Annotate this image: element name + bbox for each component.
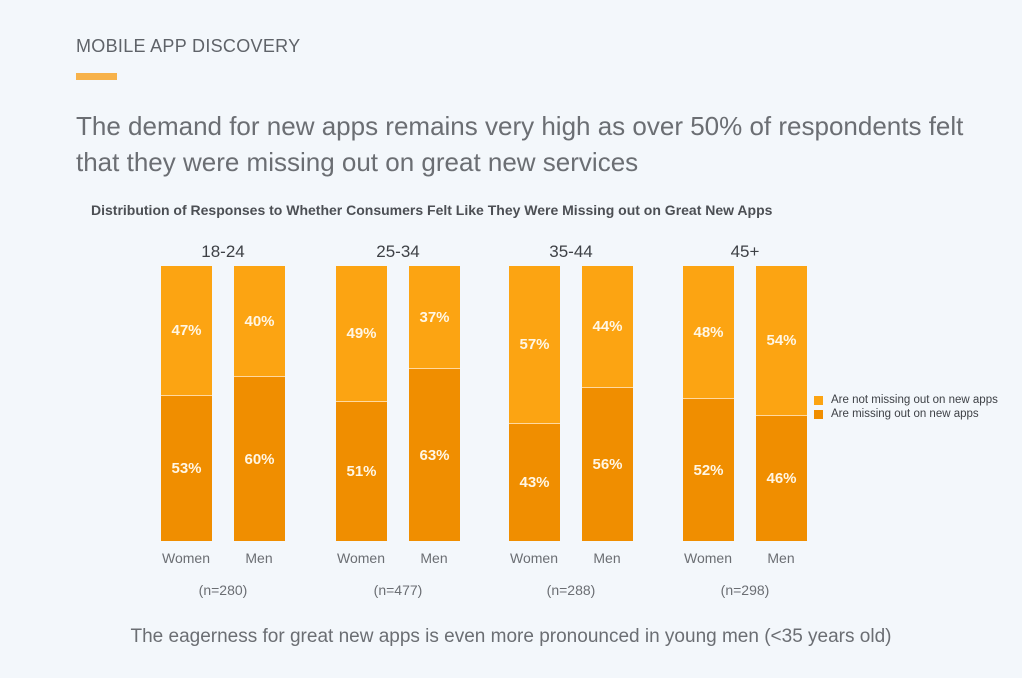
bar-segment-not-missing: 37% xyxy=(409,266,460,368)
bar-segment-missing: 60% xyxy=(234,376,285,541)
sample-size-label: (n=280) xyxy=(198,582,248,598)
accent-bar xyxy=(76,73,117,80)
bar-segment-missing: 51% xyxy=(336,401,387,541)
bar-segment-missing: 53% xyxy=(161,395,212,541)
category-label: Women xyxy=(684,550,732,566)
bar-segment-not-missing: 57% xyxy=(509,266,560,423)
category-label: Women xyxy=(162,550,210,566)
bar-segment-not-missing: 48% xyxy=(683,266,734,398)
data-label: 54% xyxy=(766,332,797,349)
legend-label-missing: Are missing out on new apps xyxy=(831,408,979,420)
sample-size-label: (n=477) xyxy=(373,582,423,598)
data-label: 43% xyxy=(519,474,550,491)
data-label: 52% xyxy=(693,461,724,479)
bar: 47% 53% xyxy=(161,266,212,541)
bar-segment-not-missing: 47% xyxy=(161,266,212,395)
headline: The demand for new apps remains very hig… xyxy=(76,111,964,177)
data-label: 40% xyxy=(244,312,275,330)
category-label: Men xyxy=(420,550,448,566)
bar-segment-missing: 52% xyxy=(683,398,734,541)
bar: 49% 51% xyxy=(336,266,387,541)
bar-segment-not-missing: 49% xyxy=(336,266,387,401)
legend-swatch-not-missing xyxy=(814,395,823,405)
bar-segment-missing: 43% xyxy=(509,423,560,541)
group-label: 25-34 xyxy=(376,242,420,261)
bar-segment-missing: 56% xyxy=(582,387,633,541)
data-label: 46% xyxy=(766,470,797,487)
bar-segment-missing: 46% xyxy=(756,415,807,541)
bar: 44% 56% xyxy=(582,266,633,541)
category-label: Women xyxy=(510,550,558,566)
data-label: 51% xyxy=(346,463,377,480)
group-label: 45+ xyxy=(730,242,760,261)
category-label: Men xyxy=(593,550,621,566)
data-label: 56% xyxy=(592,456,623,473)
sample-size-label: (n=288) xyxy=(546,582,596,598)
bar: 54% 46% xyxy=(756,266,807,541)
data-label: 57% xyxy=(519,336,550,353)
category-label: Men xyxy=(767,550,795,566)
legend-item-not-missing: Are not missing out on new apps xyxy=(814,393,998,407)
bar-segment-not-missing: 40% xyxy=(234,266,285,376)
bar: 37% 63% xyxy=(409,266,460,541)
section-kicker: MOBILE APP DISCOVERY xyxy=(76,36,301,56)
bar: 57% 43% xyxy=(509,266,560,541)
bar: 48% 52% xyxy=(683,266,734,541)
bar-segment-missing: 63% xyxy=(409,368,460,541)
category-label: Men xyxy=(245,550,273,566)
data-label: 48% xyxy=(693,323,724,341)
data-label: 53% xyxy=(171,460,202,477)
legend-label-not-missing: Are not missing out on new apps xyxy=(831,394,998,406)
bar-segment-not-missing: 54% xyxy=(756,266,807,415)
group-label: 18-24 xyxy=(201,242,245,261)
data-label: 37% xyxy=(419,308,450,326)
legend: Are not missing out on new apps Are miss… xyxy=(814,393,998,421)
legend-swatch-missing xyxy=(814,409,823,419)
sample-size-label: (n=298) xyxy=(720,582,770,598)
data-label: 60% xyxy=(244,450,275,468)
data-label: 49% xyxy=(346,325,377,342)
data-label: 47% xyxy=(171,322,202,339)
data-label: 44% xyxy=(592,318,623,335)
group-label: 35-44 xyxy=(549,242,593,261)
category-label: Women xyxy=(337,550,385,566)
data-label: 63% xyxy=(419,446,450,464)
bar: 40% 60% xyxy=(234,266,285,541)
bar-segment-not-missing: 44% xyxy=(582,266,633,387)
footnote: The eagerness for great new apps is even… xyxy=(130,626,892,647)
legend-item-missing: Are missing out on new apps xyxy=(814,407,998,421)
chart-title: Distribution of Responses to Whether Con… xyxy=(91,202,773,218)
